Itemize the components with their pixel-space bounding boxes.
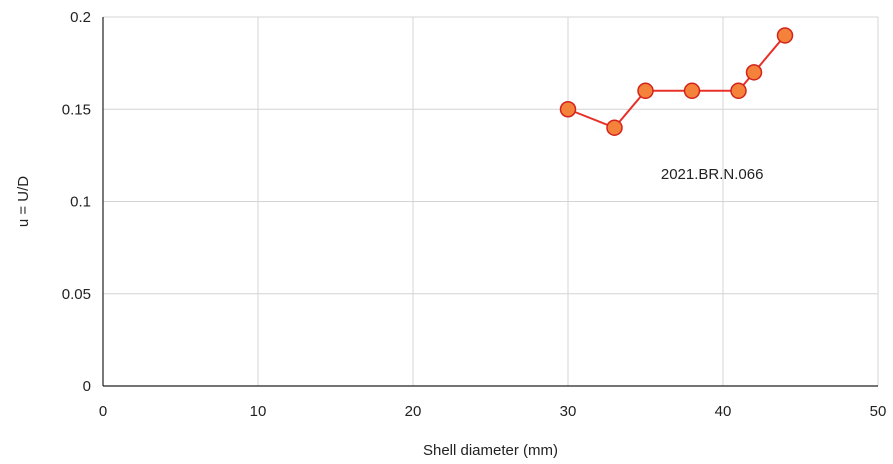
x-tick-label: 0 [99, 403, 107, 420]
data-point [776, 27, 794, 44]
axes [102, 17, 878, 387]
data-point [745, 64, 763, 81]
x-tick-label: 50 [870, 403, 887, 420]
data-point [606, 119, 623, 136]
y-tick-label: 0.1 [70, 194, 91, 211]
data-point [637, 82, 654, 100]
y-tick-label: 0 [83, 378, 91, 395]
y-tick-label: 0.15 [62, 101, 91, 118]
x-tick-label: 30 [560, 403, 577, 420]
series-line [567, 34, 786, 129]
grid-lines [103, 16, 879, 386]
y-tick-labels: 0 0.05 0.1 0.15 0.2 [62, 9, 91, 395]
data-point [683, 82, 701, 100]
data-point [730, 82, 747, 100]
x-axis-title: Shell diameter (mm) [423, 442, 558, 459]
x-tick-label: 20 [405, 403, 422, 420]
data-point [559, 101, 577, 118]
x-tick-label: 40 [715, 403, 732, 420]
y-tick-label: 0.05 [62, 286, 91, 303]
y-tick-label: 0.2 [70, 9, 91, 26]
x-tick-labels: 0 10 20 30 40 50 [99, 403, 887, 420]
x-tick-label: 10 [250, 403, 267, 420]
series-group [559, 27, 794, 136]
annotation-label: 2021.BR.N.066 [661, 166, 764, 183]
y-axis-title: u = U/D [15, 176, 32, 227]
